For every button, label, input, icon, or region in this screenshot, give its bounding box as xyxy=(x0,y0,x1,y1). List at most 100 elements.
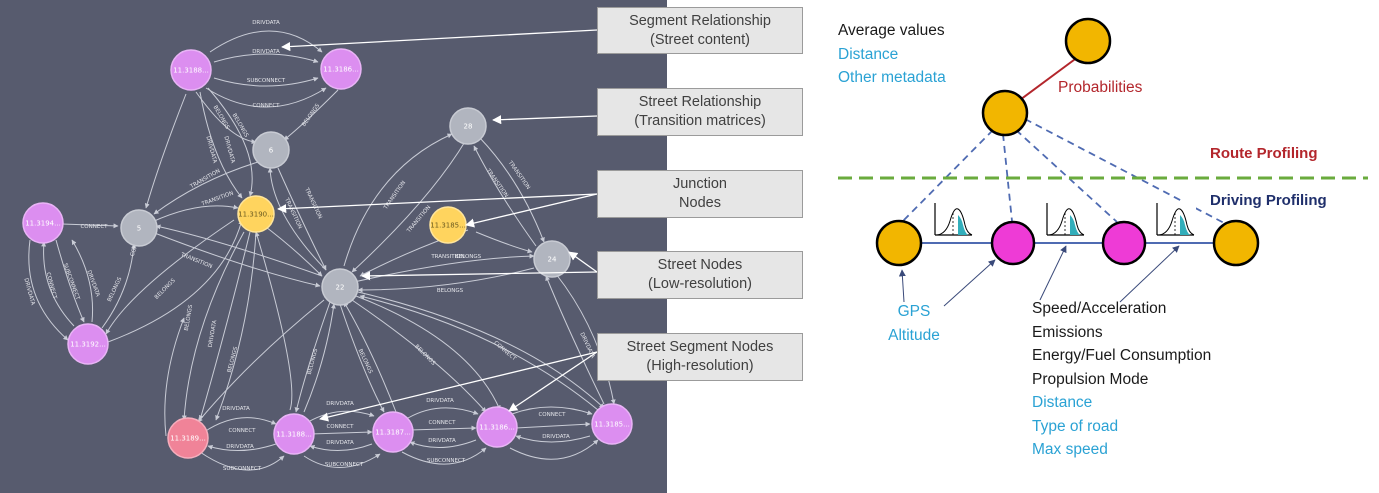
graph-edge xyxy=(213,76,319,87)
junction-node[interactable]: 11.3190... xyxy=(237,195,275,233)
edge-label: TRANSITION xyxy=(383,180,408,212)
edge-label: CONNECT xyxy=(228,428,256,434)
callout-title: Street Nodes xyxy=(657,257,743,273)
graph-edge xyxy=(153,161,259,215)
junction-node[interactable]: 11.3185... xyxy=(429,206,467,244)
street-node[interactable]: 24 xyxy=(533,240,571,278)
edge-label: BELONGS xyxy=(231,113,250,139)
distribution-icon xyxy=(1044,201,1086,237)
graph-edge xyxy=(407,407,479,419)
edge-label: TRANSITION xyxy=(189,168,222,190)
segment-node[interactable]: 11.3194... xyxy=(22,202,64,244)
callout-subtitle: (High-resolution) xyxy=(646,358,754,374)
graph-edge-labels: DRIVDATA DRIVDATA SUBCONNECT CONNECT BEL… xyxy=(22,20,595,472)
distribution-icon xyxy=(932,201,974,237)
dashed-link xyxy=(901,129,994,223)
edge-label: BELONGS xyxy=(455,254,482,260)
graph-edges xyxy=(28,30,616,471)
edge-label: DRIVDATA xyxy=(252,20,280,26)
callout-arrow xyxy=(361,271,598,281)
segment-node[interactable]: 11.3186... xyxy=(476,406,518,448)
graph-edge xyxy=(309,443,373,452)
junction-profile-node xyxy=(875,219,923,267)
callout-title: Street Relationship xyxy=(638,94,762,110)
edge-label: TRANSITION xyxy=(406,205,433,235)
gps-label: GPS xyxy=(897,303,931,320)
node-label: 11.3186... xyxy=(323,66,359,74)
graph-edge xyxy=(61,223,119,229)
node-label: 22 xyxy=(336,284,345,292)
graph-edge xyxy=(267,167,327,271)
callout-arrow xyxy=(319,351,598,422)
segment-node[interactable]: 11.3187... xyxy=(372,411,414,453)
route-node-attributes: Average values Distance Other metadata xyxy=(838,19,946,90)
graph-edge xyxy=(71,239,94,323)
segment-node[interactable]: 11.3188... xyxy=(170,49,212,91)
edge-label: BELONGS xyxy=(184,304,195,331)
graph-edge xyxy=(107,219,244,343)
altitude-label: Altitude xyxy=(888,326,940,344)
street-node[interactable]: 5 xyxy=(120,209,158,247)
graph-edge xyxy=(309,429,373,435)
street-node[interactable]: 6 xyxy=(252,131,290,169)
edge-label: BELONGS xyxy=(227,346,240,373)
edge-label: DRIVDATA xyxy=(326,401,354,407)
graph-edge xyxy=(475,231,533,254)
graph-edge xyxy=(515,435,591,443)
callout-title: Segment Relationship xyxy=(629,12,771,29)
graph-edge xyxy=(205,87,327,108)
edge-label: BELONGS xyxy=(437,288,464,294)
edge-label: DRIVDATA xyxy=(222,136,235,164)
probability-node xyxy=(1064,17,1112,65)
street-node[interactable]: 22 xyxy=(321,268,359,306)
callout-subtitle: (Low-resolution) xyxy=(648,276,752,292)
segment-node[interactable]: 11.3189... xyxy=(167,417,209,459)
graph-edge xyxy=(213,53,319,64)
graph-edge xyxy=(355,295,501,411)
segment-node[interactable]: 11.3192... xyxy=(67,323,109,365)
graph-edge xyxy=(207,87,254,197)
edge-label: CONNECT xyxy=(492,340,517,362)
graph-edge xyxy=(105,219,235,335)
edge-label: DRIVDATA xyxy=(428,438,456,444)
graph-edge xyxy=(473,145,537,247)
graph-edge xyxy=(203,417,277,433)
graph-edge xyxy=(343,301,397,413)
segment-node[interactable]: 11.3185... xyxy=(591,403,633,445)
graph-edge xyxy=(303,453,381,468)
edge-label: DRIVDATA xyxy=(22,278,35,306)
graph-edge xyxy=(261,223,323,277)
node-label: 11.3194... xyxy=(25,220,61,228)
metric-pointer xyxy=(1039,245,1067,301)
junction-profile-node xyxy=(1212,219,1260,267)
graph-edge xyxy=(351,299,487,413)
distance-label: Distance xyxy=(838,45,899,63)
edge-label: TRANSITION xyxy=(484,167,509,199)
node-label: 11.3187... xyxy=(375,429,411,437)
driving-profiling-label: Driving Profiling xyxy=(1210,192,1327,209)
metric-max-speed: Max speed xyxy=(1032,441,1108,458)
node-label: 11.3188... xyxy=(276,431,312,439)
street-node[interactable]: 28 xyxy=(449,107,487,145)
edge-label: SUBCONNECT xyxy=(427,458,466,464)
metric-pointer xyxy=(1119,245,1180,303)
route-profiling-label: Route Profiling xyxy=(1210,145,1318,162)
graph-nodes: 11.3188... 11.3186... 6 28 11.3194... 5 … xyxy=(22,48,633,459)
edge-label: SUBCONNECT xyxy=(223,466,262,472)
edge-label: DRIVDATA xyxy=(252,49,280,55)
graph-edge xyxy=(199,91,243,199)
graph-edge xyxy=(277,167,327,271)
callout-title: Junction xyxy=(672,176,727,192)
segment-node[interactable]: 11.3186... xyxy=(320,48,362,90)
segment-node[interactable]: 11.3188... xyxy=(273,413,315,455)
graph-edge xyxy=(207,443,277,452)
node-label: 11.3188... xyxy=(173,67,209,75)
dashed-link xyxy=(1024,118,1227,225)
callout-subtitle: (Street content) xyxy=(650,31,750,48)
callout-arrow xyxy=(492,115,598,125)
callout-arrow xyxy=(281,29,598,52)
graph-edge xyxy=(409,425,477,431)
node-label: 28 xyxy=(464,123,473,131)
segment-attributes: Speed/Acceleration Emissions Energy/Fuel… xyxy=(1032,297,1211,462)
edge-label: CONNECT xyxy=(326,424,354,430)
